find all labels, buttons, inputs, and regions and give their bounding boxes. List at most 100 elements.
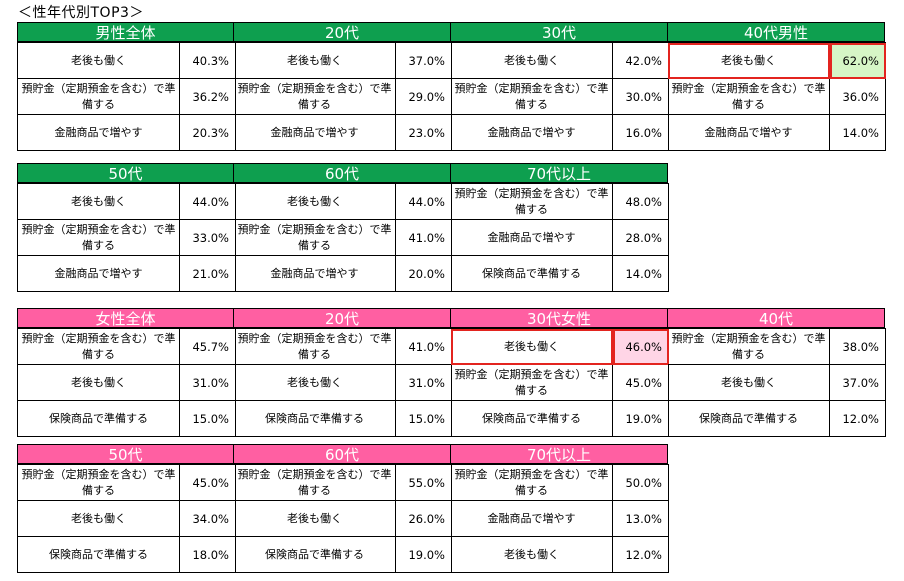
ranking-table: 老後も働く 42.0% 預貯金（定期預金を含む）で準備する 30.0% 金融商品で増… bbox=[451, 42, 669, 151]
item-label: 保険商品で準備する bbox=[451, 255, 613, 292]
item-label: 保険商品で準備する bbox=[451, 400, 613, 437]
table-row: 預貯金（定期預金を含む）で準備する 30.0% bbox=[451, 78, 669, 115]
item-label: 預貯金（定期預金を含む）で準備する bbox=[17, 464, 180, 501]
item-label: 保険商品で準備する bbox=[668, 400, 830, 437]
item-label: 老後も働く bbox=[17, 500, 180, 537]
item-percent: 41.0% bbox=[395, 219, 452, 256]
item-label: 金融商品で増やす bbox=[234, 114, 396, 151]
table-row: 保険商品で準備する 12.0% bbox=[668, 400, 886, 437]
table-header: 60代 bbox=[234, 444, 451, 464]
table-row: 預貯金（定期預金を含む）で準備する 36.0% bbox=[668, 78, 886, 115]
table-block: 40代 預貯金（定期預金を含む）で準備する 38.0% 老後も働く 37.0% 保険… bbox=[668, 308, 886, 437]
highlighted-item-label: 老後も働く bbox=[668, 42, 830, 79]
table-row: 老後も働く 37.0% bbox=[668, 364, 886, 401]
table-block: 50代 預貯金（定期預金を含む）で準備する 45.0% 老後も働く 34.0% 保険… bbox=[17, 444, 236, 573]
table-header: 30代女性 bbox=[451, 308, 668, 328]
table-row: 老後も働く 40.3% bbox=[17, 42, 236, 79]
item-percent: 13.0% bbox=[612, 500, 669, 537]
table-header: 20代 bbox=[234, 308, 451, 328]
item-percent: 38.0% bbox=[829, 328, 886, 365]
item-label: 金融商品で増やす bbox=[234, 255, 396, 292]
table-block: 70代以上 預貯金（定期預金を含む）で準備する 48.0% 金融商品で増やす 28.… bbox=[451, 163, 669, 292]
item-label: 保険商品で準備する bbox=[234, 536, 396, 573]
item-label: 預貯金（定期預金を含む）で準備する bbox=[451, 464, 613, 501]
item-label: 金融商品で増やす bbox=[451, 114, 613, 151]
table-row: 老後も働く 44.0% bbox=[234, 183, 452, 220]
table-row: 金融商品で増やす 21.0% bbox=[17, 255, 236, 292]
item-percent: 30.0% bbox=[612, 78, 669, 115]
item-percent: 48.0% bbox=[612, 183, 669, 220]
male-group-row-2: 50代 老後も働く 44.0% 預貯金（定期預金を含む）で準備する 33.0% 金融… bbox=[17, 163, 669, 292]
table-row: 老後も働く 62.0% bbox=[668, 42, 886, 79]
item-percent: 34.0% bbox=[179, 500, 236, 537]
item-label: 預貯金（定期預金を含む）で準備する bbox=[17, 78, 180, 115]
item-percent: 36.0% bbox=[829, 78, 886, 115]
item-label: 老後も働く bbox=[451, 536, 613, 573]
table-block: 60代 老後も働く 44.0% 預貯金（定期預金を含む）で準備する 41.0% 金融… bbox=[234, 163, 452, 292]
item-label: 老後も働く bbox=[234, 183, 396, 220]
item-percent: 37.0% bbox=[829, 364, 886, 401]
table-block: 30代女性 老後も働く 46.0% 預貯金（定期預金を含む）で準備する 45.0% … bbox=[451, 308, 669, 437]
table-block: 20代 老後も働く 37.0% 預貯金（定期預金を含む）で準備する 29.0% 金融… bbox=[234, 22, 452, 151]
item-percent: 33.0% bbox=[179, 219, 236, 256]
item-label: 保険商品で準備する bbox=[17, 400, 180, 437]
item-label: 老後も働く bbox=[234, 364, 396, 401]
item-percent: 20.0% bbox=[395, 255, 452, 292]
table-row: 保険商品で準備する 15.0% bbox=[234, 400, 452, 437]
item-percent: 19.0% bbox=[612, 400, 669, 437]
item-percent: 23.0% bbox=[395, 114, 452, 151]
item-percent: 14.0% bbox=[829, 114, 886, 151]
item-percent: 40.3% bbox=[179, 42, 236, 79]
table-row: 保険商品で準備する 19.0% bbox=[451, 400, 669, 437]
table-row: 老後も働く 46.0% bbox=[451, 328, 669, 365]
ranking-table: 預貯金（定期預金を含む）で準備する 55.0% 老後も働く 26.0% 保険商品で準… bbox=[234, 464, 452, 573]
ranking-table: 老後も働く 44.0% 預貯金（定期預金を含む）で準備する 33.0% 金融商品で増… bbox=[17, 183, 236, 292]
ranking-table: 預貯金（定期預金を含む）で準備する 48.0% 金融商品で増やす 28.0% 保険商… bbox=[451, 183, 669, 292]
table-row: 保険商品で準備する 14.0% bbox=[451, 255, 669, 292]
table-row: 金融商品で増やす 14.0% bbox=[668, 114, 886, 151]
item-percent: 44.0% bbox=[179, 183, 236, 220]
ranking-table: 預貯金（定期預金を含む）で準備する 45.0% 老後も働く 34.0% 保険商品で準… bbox=[17, 464, 236, 573]
table-row: 老後も働く 42.0% bbox=[451, 42, 669, 79]
item-percent: 12.0% bbox=[829, 400, 886, 437]
male-group-row-1: 男性全体 老後も働く 40.3% 預貯金（定期預金を含む）で準備する 36.2% 金… bbox=[17, 22, 886, 151]
item-percent: 21.0% bbox=[179, 255, 236, 292]
item-percent: 26.0% bbox=[395, 500, 452, 537]
item-label: 保険商品で準備する bbox=[234, 400, 396, 437]
table-row: 金融商品で増やす 13.0% bbox=[451, 500, 669, 537]
table-block: 50代 老後も働く 44.0% 預貯金（定期預金を含む）で準備する 33.0% 金融… bbox=[17, 163, 236, 292]
table-header: 40代男性 bbox=[668, 22, 885, 42]
item-percent: 31.0% bbox=[395, 364, 452, 401]
table-row: 老後も働く 31.0% bbox=[17, 364, 236, 401]
table-header: 70代以上 bbox=[451, 444, 668, 464]
item-label: 老後も働く bbox=[234, 500, 396, 537]
table-row: 老後も働く 12.0% bbox=[451, 536, 669, 573]
table-header: 50代 bbox=[17, 163, 234, 183]
item-label: 預貯金（定期預金を含む）で準備する bbox=[668, 78, 830, 115]
highlighted-item-percent: 62.0% bbox=[829, 42, 886, 79]
item-label: 預貯金（定期預金を含む）で準備する bbox=[451, 183, 613, 220]
item-label: 預貯金（定期預金を含む）で準備する bbox=[234, 78, 396, 115]
table-header: 20代 bbox=[234, 22, 451, 42]
item-label: 老後も働く bbox=[17, 42, 180, 79]
item-label: 金融商品で増やす bbox=[668, 114, 830, 151]
item-label: 預貯金（定期預金を含む）で準備する bbox=[17, 328, 180, 365]
table-row: 老後も働く 31.0% bbox=[234, 364, 452, 401]
item-percent: 14.0% bbox=[612, 255, 669, 292]
item-label: 老後も働く bbox=[668, 364, 830, 401]
item-label: 金融商品で増やす bbox=[451, 500, 613, 537]
table-row: 預貯金（定期預金を含む）で準備する 41.0% bbox=[234, 219, 452, 256]
item-percent: 19.0% bbox=[395, 536, 452, 573]
item-label: 預貯金（定期預金を含む）で準備する bbox=[17, 219, 180, 256]
item-percent: 45.7% bbox=[179, 328, 236, 365]
item-label: 保険商品で準備する bbox=[17, 536, 180, 573]
table-header: 女性全体 bbox=[17, 308, 234, 328]
item-percent: 50.0% bbox=[612, 464, 669, 501]
table-row: 預貯金（定期預金を含む）で準備する 50.0% bbox=[451, 464, 669, 501]
table-block: 40代男性 老後も働く 62.0% 預貯金（定期預金を含む）で準備する 36.0% … bbox=[668, 22, 886, 151]
item-percent: 12.0% bbox=[612, 536, 669, 573]
highlighted-item-percent: 46.0% bbox=[612, 328, 669, 365]
item-percent: 36.2% bbox=[179, 78, 236, 115]
item-label: 預貯金（定期預金を含む）で準備する bbox=[234, 464, 396, 501]
ranking-table: 老後も働く 46.0% 預貯金（定期預金を含む）で準備する 45.0% 保険商品で準… bbox=[451, 328, 669, 437]
